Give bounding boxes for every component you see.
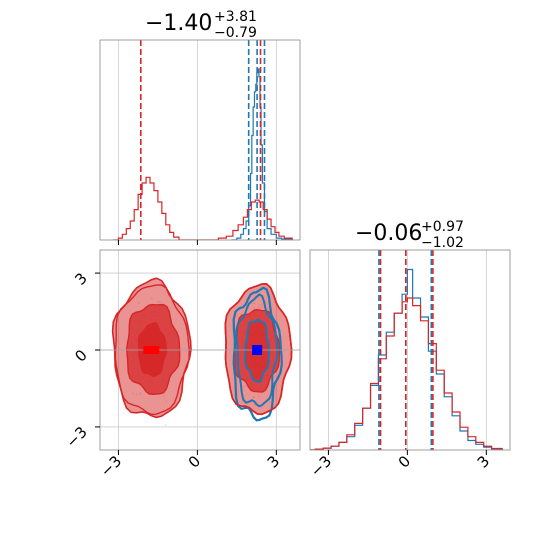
contour-blue-mid (235, 293, 279, 408)
title-param2: −0.06 +0.97 −1.02 (355, 219, 464, 251)
x-tick-label-joint: 3 (264, 452, 283, 471)
x-tick-label-joint: 0 (185, 452, 204, 471)
title-param1-plus: +3.81 (214, 9, 257, 25)
y-tick-label-joint: −3 (62, 423, 90, 451)
x-tick-label-param2: −3 (307, 452, 335, 480)
title-param2-minus: −1.02 (421, 235, 464, 251)
marginal-param1-panel (99, 39, 301, 241)
x-tick-label-param2: 3 (474, 452, 493, 471)
marginal-param2-data (310, 250, 503, 450)
histogram-series-red (310, 297, 503, 450)
title-param1-median: −1.40 (145, 11, 212, 36)
marginal-param1-grid (118, 40, 277, 240)
y-tick-label-joint: 3 (71, 269, 90, 288)
histogram-series-red (113, 176, 293, 240)
x-tick-label-param2: 0 (395, 452, 414, 471)
title-param1: −1.40 +3.81 −0.79 (145, 9, 257, 41)
title-param2-plus: +0.97 (421, 219, 464, 235)
histogram-series-blue (231, 68, 293, 240)
joint-panel (99, 249, 301, 451)
histogram-series-blue (310, 268, 503, 450)
title-param1-minus: −0.79 (214, 25, 257, 41)
title-param2-median: −0.06 (355, 221, 422, 246)
y-tick-label-joint: 0 (71, 346, 90, 365)
median-marker-blue (252, 345, 263, 355)
marginal-param1-frame (99, 39, 301, 241)
marginal-param2-frame (309, 249, 511, 451)
joint-data (100, 277, 300, 426)
x-tick-label-joint: −3 (97, 452, 125, 480)
marginal-param1-data (113, 40, 293, 240)
contour-blue-outer (232, 286, 283, 422)
scatter-point-red (164, 424, 167, 426)
median-marker-red (143, 346, 160, 354)
marginal-param2-panel (309, 249, 511, 451)
